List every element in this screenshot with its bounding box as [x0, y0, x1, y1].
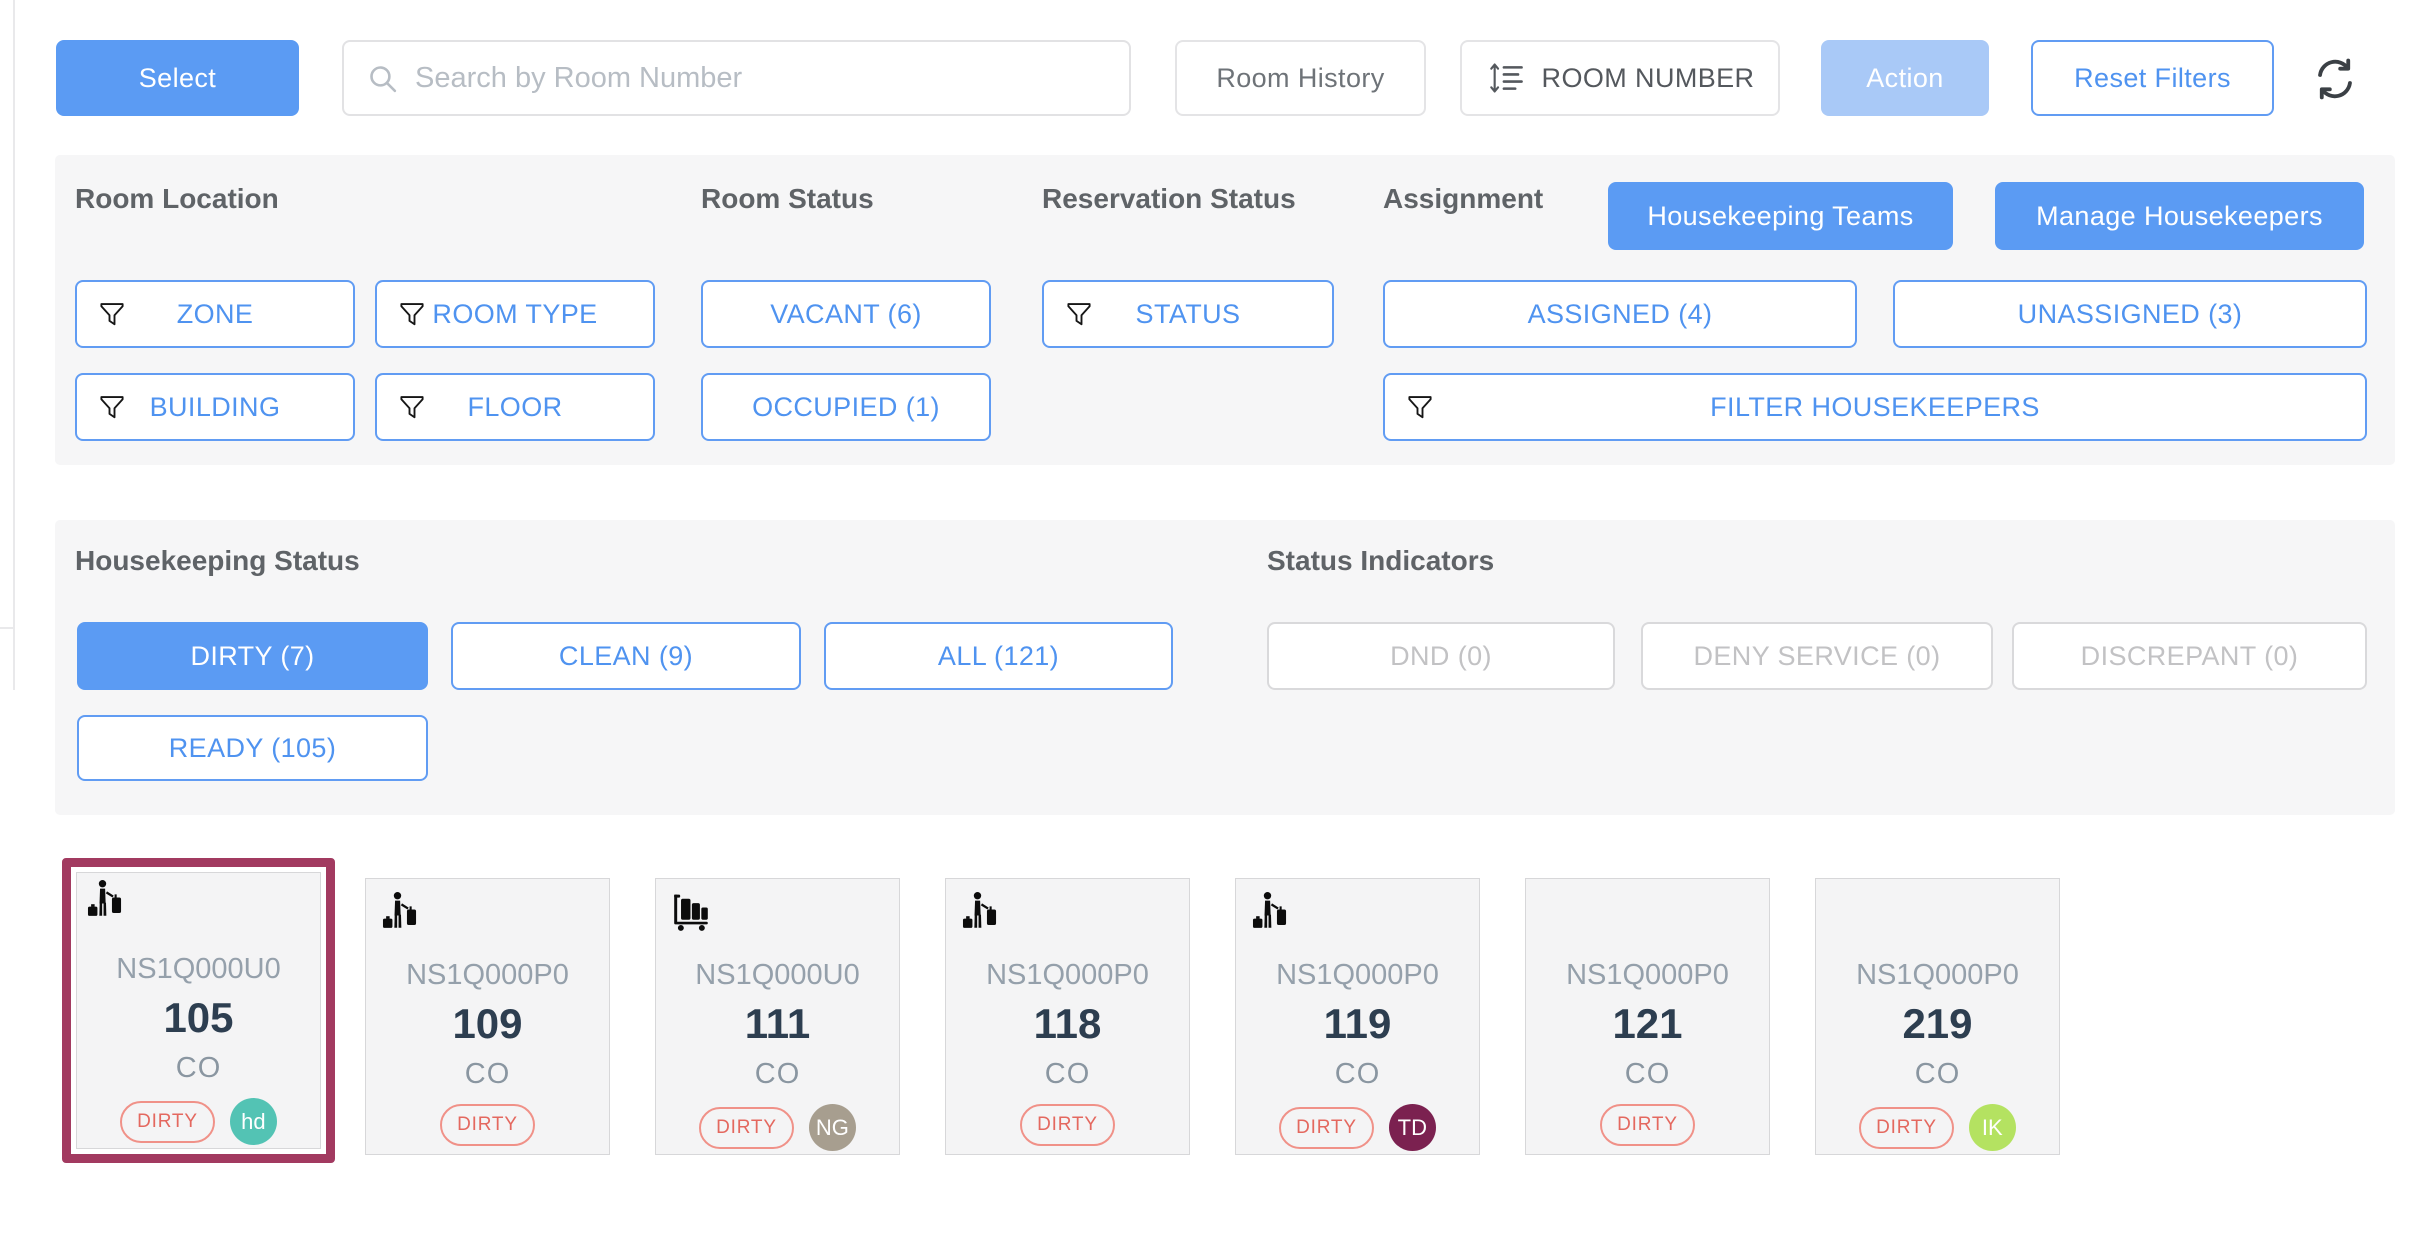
housekeeper-badge[interactable]: IK [1968, 1104, 2016, 1151]
reset-filters-button[interactable]: Reset Filters [2031, 40, 2274, 116]
vacant-filter-button[interactable]: VACANT (6) [701, 280, 991, 348]
housekeeping-status-title: Housekeeping Status [75, 545, 360, 576]
ready-filter-button[interactable]: READY (105) [77, 715, 428, 781]
building-filter-button[interactable]: BUILDING [75, 373, 355, 441]
assigned-filter-button[interactable]: ASSIGNED (4) [1383, 280, 1857, 348]
clean-filter-button[interactable]: CLEAN (9) [451, 622, 801, 690]
reservation-status: CO [754, 1058, 801, 1090]
dirty-status-badge: DIRTY [1020, 1104, 1115, 1146]
room-card-105[interactable]: NS1Q000U0 105 CO DIRTY hd [76, 872, 321, 1149]
search-icon [366, 62, 399, 95]
dirty-status-badge: DIRTY [120, 1100, 215, 1143]
filter-housekeepers-button[interactable]: FILTER HOUSEKEEPERS [1383, 373, 2367, 441]
funnel-icon [97, 299, 127, 329]
dirty-status-badge: DIRTY [699, 1106, 794, 1149]
room-type: NS1Q000U0 [695, 959, 860, 991]
reservation-status: CO [1624, 1058, 1671, 1090]
sort-label: ROOM NUMBER [1541, 62, 1755, 93]
room-card-118[interactable]: NS1Q000P0 118 CO DIRTY [945, 878, 1190, 1155]
room-type: NS1Q000P0 [1856, 959, 2019, 991]
room-number: 119 [1323, 1000, 1392, 1047]
filters-panel: Room Location Room Status Reservation St… [55, 155, 2395, 465]
room-card-219[interactable]: NS1Q000P0 219 CO DIRTY IK [1815, 878, 2060, 1155]
refresh-icon[interactable] [2312, 56, 2358, 102]
funnel-icon [397, 392, 427, 422]
guest-departing-icon [380, 891, 422, 933]
reservation-status-filter-button[interactable]: STATUS [1042, 280, 1334, 348]
room-history-button[interactable]: Room History [1175, 40, 1426, 116]
filter-housekeepers-label: FILTER HOUSEKEEPERS [1710, 391, 2040, 422]
room-card-109[interactable]: NS1Q000P0 109 CO DIRTY [365, 878, 610, 1155]
dirty-filter-button[interactable]: DIRTY (7) [77, 622, 428, 690]
unassigned-filter-button[interactable]: UNASSIGNED (3) [1893, 280, 2367, 348]
dnd-indicator-button[interactable]: DND (0) [1267, 622, 1615, 690]
room-type: NS1Q000P0 [406, 959, 569, 991]
room-type: NS1Q000P0 [1566, 959, 1729, 991]
reservation-status: CO [175, 1052, 222, 1084]
housekeeper-badge[interactable]: NG [808, 1104, 856, 1151]
reservation-status: CO [1914, 1058, 1961, 1090]
room-number: 109 [452, 1000, 523, 1047]
guest-departing-icon [960, 891, 1002, 933]
action-button[interactable]: Action [1821, 40, 1989, 116]
guest-departing-icon [1250, 891, 1292, 933]
all-filter-button[interactable]: ALL (121) [824, 622, 1173, 690]
reservation-status: CO [1044, 1058, 1091, 1090]
select-button[interactable]: Select [56, 40, 299, 116]
room-status-title: Room Status [701, 183, 874, 214]
room-number: 111 [744, 1000, 811, 1047]
floor-filter-button[interactable]: FLOOR [375, 373, 655, 441]
sort-dropdown[interactable]: ROOM NUMBER [1460, 40, 1780, 116]
funnel-icon [397, 299, 427, 329]
funnel-icon [1064, 299, 1094, 329]
room-card-119[interactable]: NS1Q000P0 119 CO DIRTY TD [1235, 878, 1480, 1155]
dirty-status-badge: DIRTY [440, 1104, 535, 1146]
room-card-111[interactable]: NS1Q000U0 111 CO DIRTY NG [655, 878, 900, 1155]
zone-filter-label: ZONE [176, 298, 254, 329]
reservation-status: CO [464, 1058, 511, 1090]
building-filter-label: BUILDING [149, 391, 281, 422]
luggage-cart-icon [670, 891, 712, 933]
deny-service-indicator-button[interactable]: DENY SERVICE (0) [1641, 622, 1993, 690]
room-type: NS1Q000P0 [1276, 959, 1439, 991]
floor-filter-label: FLOOR [467, 391, 563, 422]
dirty-status-badge: DIRTY [1859, 1106, 1954, 1149]
room-type: NS1Q000P0 [986, 959, 1149, 991]
housekeeping-teams-button[interactable]: Housekeeping Teams [1608, 182, 1953, 250]
zone-filter-button[interactable]: ZONE [75, 280, 355, 348]
room-location-title: Room Location [75, 183, 279, 214]
room-type: NS1Q000U0 [116, 953, 281, 985]
assignment-title: Assignment [1383, 183, 1544, 214]
room-number: 105 [163, 994, 234, 1041]
room-card-121[interactable]: NS1Q000P0 121 CO DIRTY [1525, 878, 1770, 1155]
sort-lines-icon [1486, 61, 1526, 95]
manage-housekeepers-button[interactable]: Manage Housekeepers [1995, 182, 2364, 250]
reservation-status: CO [1334, 1058, 1381, 1090]
search-input[interactable] [413, 60, 1129, 96]
room-number: 118 [1033, 1000, 1102, 1047]
left-panel-divider [13, 0, 15, 690]
discrepant-indicator-button[interactable]: DISCREPANT (0) [2012, 622, 2367, 690]
funnel-icon [97, 392, 127, 422]
left-panel-tick [0, 627, 14, 629]
reservation-status-filter-label: STATUS [1135, 298, 1241, 329]
room-number: 121 [1612, 1000, 1683, 1047]
funnel-icon [1405, 392, 1435, 422]
guest-departing-icon [85, 879, 127, 921]
dirty-status-badge: DIRTY [1600, 1104, 1695, 1146]
search-box [342, 40, 1131, 116]
housekeeper-badge[interactable]: TD [1388, 1104, 1436, 1151]
selected-room-card-wrapper: NS1Q000U0 105 CO DIRTY hd [62, 858, 335, 1163]
occupied-filter-button[interactable]: OCCUPIED (1) [701, 373, 991, 441]
housekeeper-badge[interactable]: hd [229, 1098, 277, 1145]
room-number: 219 [1902, 1000, 1973, 1047]
reservation-status-title: Reservation Status [1042, 183, 1296, 214]
room-type-filter-label: ROOM TYPE [432, 298, 598, 329]
dirty-status-badge: DIRTY [1279, 1106, 1374, 1149]
status-panel: Housekeeping Status Status Indicators DI… [55, 520, 2395, 815]
room-type-filter-button[interactable]: ROOM TYPE [375, 280, 655, 348]
status-indicators-title: Status Indicators [1267, 545, 1495, 576]
